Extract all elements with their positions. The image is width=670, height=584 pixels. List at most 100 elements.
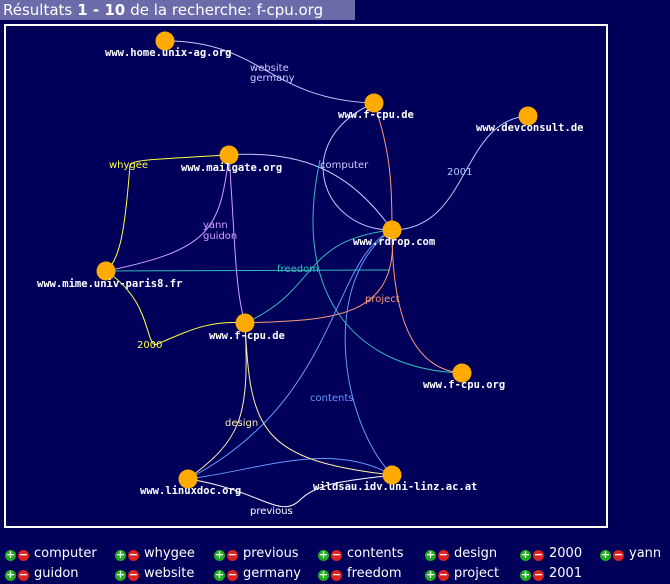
node[interactable] <box>235 313 255 333</box>
edge <box>228 154 246 324</box>
edge-label: 2001 <box>447 167 472 178</box>
legend: + − computer + − whygee + − previous + − contents + −… <box>0 544 670 584</box>
legend-item: + − contents <box>318 544 404 564</box>
edge <box>244 322 393 476</box>
legend-item: + − germany <box>214 564 301 584</box>
node-label[interactable]: www.f-cpu.org <box>423 379 505 391</box>
node[interactable] <box>382 220 402 240</box>
remove-term[interactable]: − <box>227 548 238 561</box>
add-term[interactable]: + <box>318 568 329 581</box>
edge <box>244 229 394 324</box>
edge <box>187 322 247 480</box>
term: contents <box>347 546 404 561</box>
graph-panel <box>4 24 608 528</box>
remove-term[interactable]: − <box>18 568 29 581</box>
node[interactable] <box>452 363 472 383</box>
remove-term[interactable]: − <box>331 568 342 581</box>
remove-term[interactable]: − <box>533 568 544 581</box>
legend-item: + − design <box>425 544 497 564</box>
add-term[interactable]: + <box>318 548 329 561</box>
edge-label: 2000 <box>137 340 162 351</box>
add-term[interactable]: + <box>425 568 436 581</box>
remove-term[interactable]: − <box>438 568 449 581</box>
term: freedom <box>347 566 402 581</box>
edge-label: design <box>225 418 258 429</box>
node[interactable] <box>155 31 175 51</box>
header-prefix: Résultats <box>3 1 73 19</box>
node[interactable] <box>382 465 402 485</box>
term: computer <box>34 546 97 561</box>
node-label[interactable]: wildsau.idv.uni-linz.ac.at <box>313 481 477 493</box>
node-label[interactable]: www.mailgate.org <box>181 162 282 174</box>
term: whygee <box>144 546 195 561</box>
legend-item: + − freedom <box>318 564 402 584</box>
node-label[interactable]: www.mime.univ-paris8.fr <box>37 278 182 290</box>
node-label[interactable]: www.rdrop.com <box>353 236 435 248</box>
edge-label: guidon <box>203 231 237 242</box>
term: 2001 <box>549 566 583 581</box>
node[interactable] <box>219 145 239 165</box>
edge-label: website <box>250 63 289 74</box>
add-term[interactable]: + <box>600 548 611 561</box>
node[interactable] <box>364 93 384 113</box>
legend-item: + − computer <box>5 544 97 564</box>
legend-item: + −2000 <box>520 544 582 564</box>
node[interactable] <box>518 106 538 126</box>
node[interactable] <box>96 261 116 281</box>
remove-term[interactable]: − <box>438 548 449 561</box>
add-term[interactable]: + <box>214 548 225 561</box>
edge <box>187 474 393 508</box>
add-term[interactable]: + <box>5 548 16 561</box>
edge-label: germany <box>250 73 295 84</box>
term: guidon <box>34 566 79 581</box>
edge <box>312 159 463 374</box>
node-label[interactable]: www.f-cpu.de <box>209 330 285 342</box>
legend-item: + − whygee <box>115 544 195 564</box>
remove-term[interactable]: − <box>128 548 139 561</box>
edge <box>244 229 393 324</box>
add-term[interactable]: + <box>425 548 436 561</box>
add-term[interactable]: + <box>115 568 126 581</box>
term: yann <box>629 546 662 561</box>
header: Résultats 1 - 10 de la recherche: f-cpu.or… <box>0 0 355 20</box>
legend-item: + − website <box>115 564 194 584</box>
add-term[interactable]: + <box>520 568 531 581</box>
edges <box>105 40 529 508</box>
node-label[interactable]: www.devconsult.de <box>476 122 583 134</box>
term: website <box>144 566 195 581</box>
remove-term[interactable]: − <box>331 548 342 561</box>
edge <box>322 102 393 231</box>
node-label[interactable]: www.home.unix-ag.org <box>105 47 231 59</box>
node-label[interactable]: www.linuxdoc.org <box>140 485 241 497</box>
edge-labels: website germany computer 2001 whygee yan… <box>109 63 472 517</box>
header-suffix: de la recherche: f-cpu.org <box>130 1 324 19</box>
legend-item: + −2001 <box>520 564 582 584</box>
term: project <box>454 566 500 581</box>
edge <box>187 457 393 480</box>
add-term[interactable]: + <box>5 568 16 581</box>
add-term[interactable]: + <box>214 568 225 581</box>
remove-term[interactable]: − <box>128 568 139 581</box>
add-term[interactable]: + <box>115 548 126 561</box>
remove-term[interactable]: − <box>18 548 29 561</box>
remove-term[interactable]: − <box>533 548 544 561</box>
legend-item: + − previous <box>214 544 299 564</box>
graph: www.home.unix-ag.org www.f-cpu.de www.devc… <box>4 24 608 528</box>
legend-item: + − guidon <box>5 564 79 584</box>
edge <box>105 270 246 346</box>
term: germany <box>243 566 301 581</box>
legend-item: + − project <box>425 564 499 584</box>
edge <box>344 229 393 476</box>
node-label[interactable]: www.f-cpu.de <box>338 109 414 121</box>
node[interactable] <box>178 469 198 489</box>
add-term[interactable]: + <box>520 548 531 561</box>
edge <box>373 102 393 231</box>
edge-label: computer <box>320 160 369 171</box>
edge-label: contents <box>310 393 354 404</box>
edge <box>228 153 393 231</box>
remove-term[interactable]: − <box>613 548 624 561</box>
remove-term[interactable]: − <box>227 568 238 581</box>
edge-label: freedom <box>277 264 319 275</box>
edge <box>105 269 391 272</box>
edge <box>105 154 230 272</box>
